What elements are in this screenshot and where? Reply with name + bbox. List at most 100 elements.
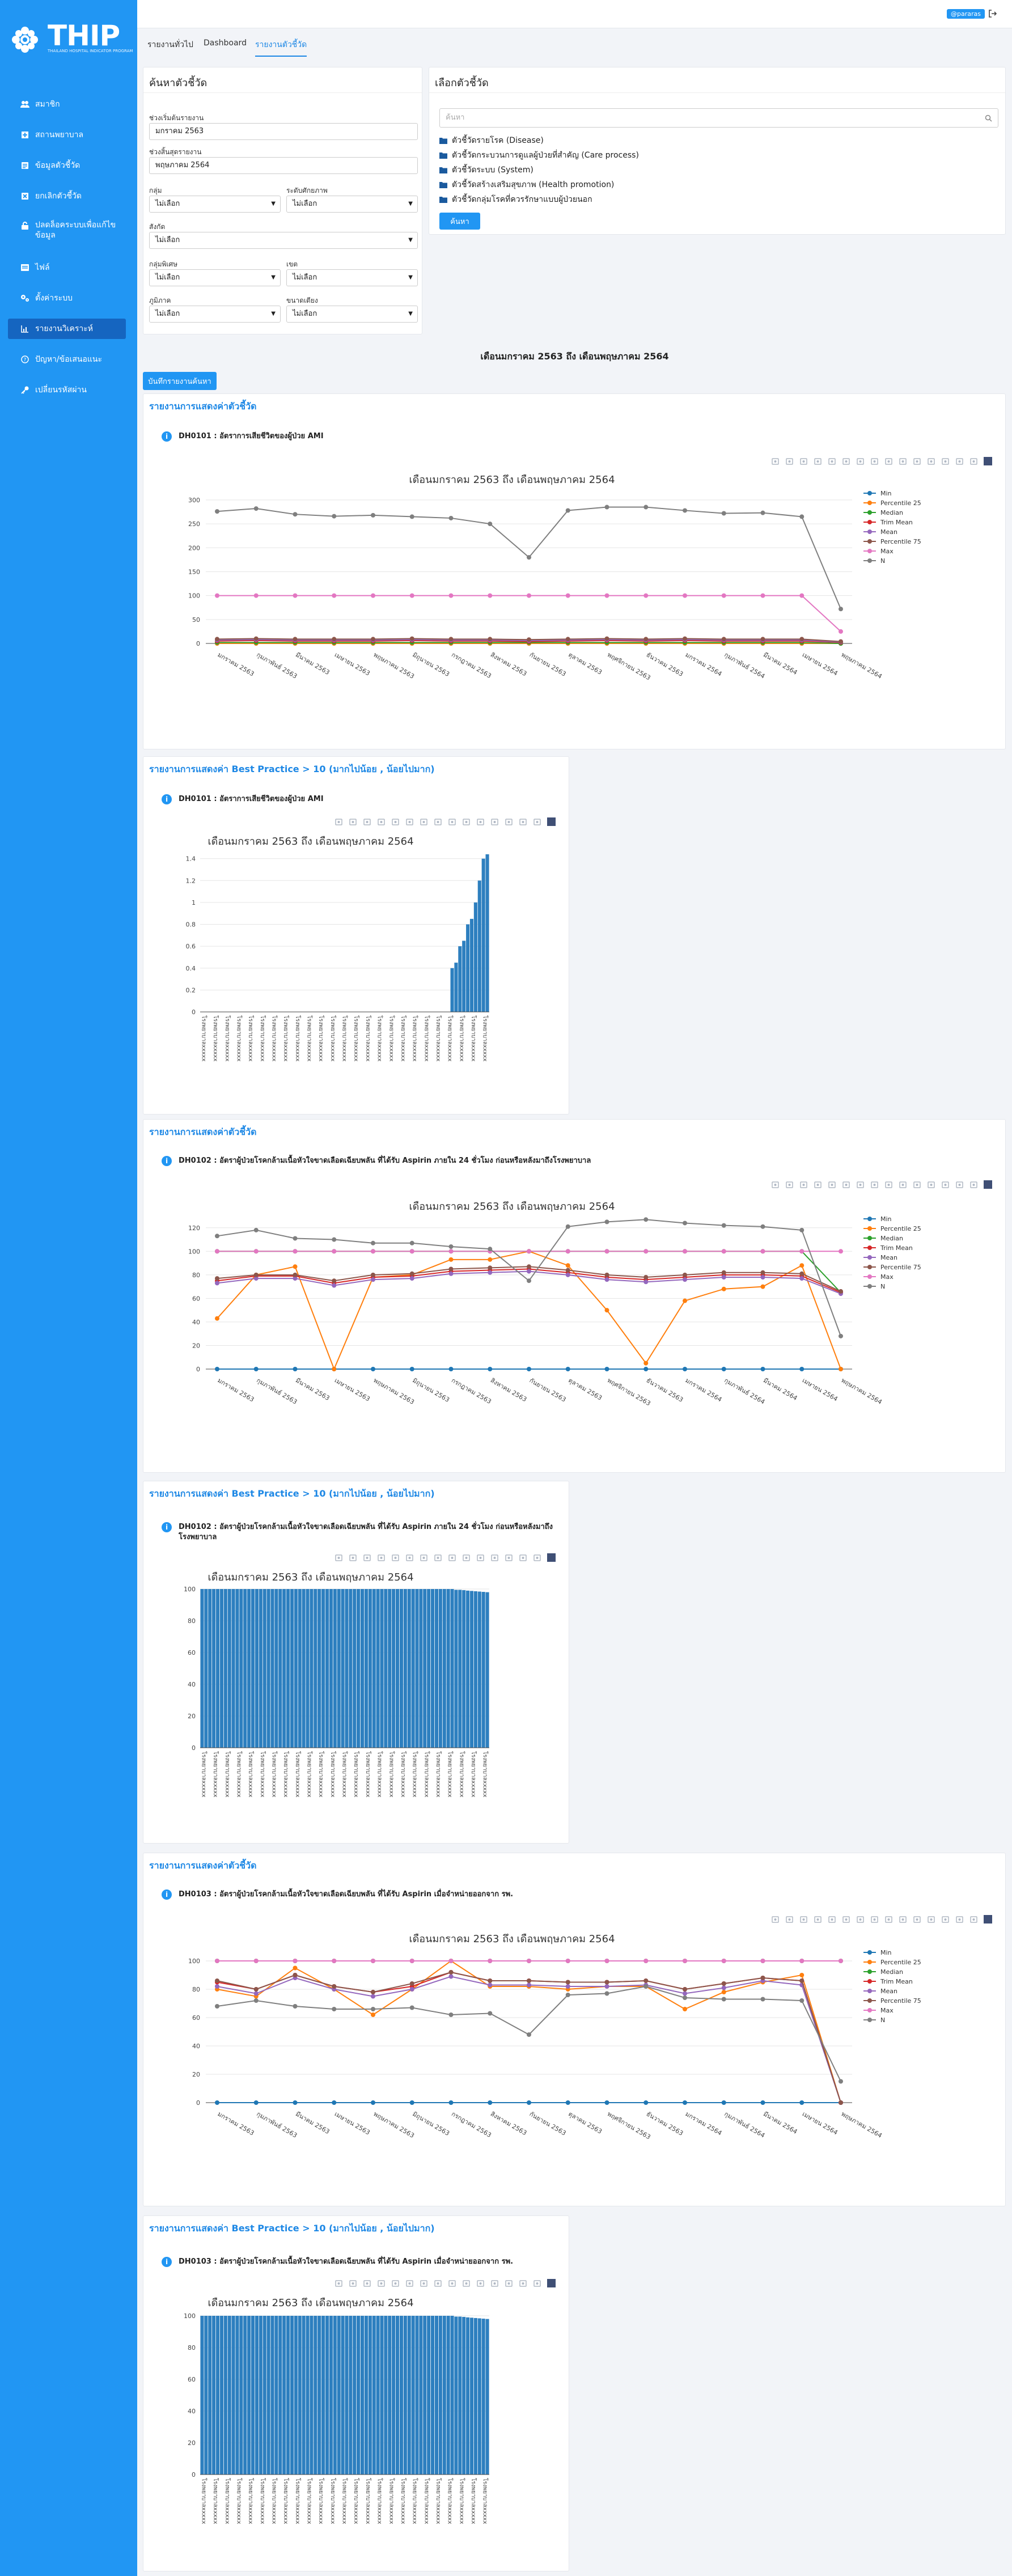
sidebar-item-settings[interactable]: ตั้งค่าระบบ xyxy=(8,288,126,308)
bar xyxy=(485,1592,489,1748)
data-point xyxy=(332,1283,337,1288)
folder-disease[interactable]: ตัวชี้วัดรายโรค (Disease) xyxy=(439,134,544,147)
x-tick-label: โรงพยาบาลxxxxx xyxy=(317,2478,325,2524)
folder-care-process[interactable]: ตัวชี้วัดกระบวนการดูแลผู้ป่วยที่สำคัญ (C… xyxy=(439,149,639,162)
bar xyxy=(212,2316,216,2475)
logout-icon[interactable] xyxy=(988,9,997,18)
plot-modebar[interactable] xyxy=(769,1180,1002,1190)
data-point xyxy=(215,2100,219,2105)
cancel-indicator-icon xyxy=(20,192,29,201)
end-period-input[interactable]: พฤษภาคม 2564 xyxy=(149,157,418,174)
box-select-icon xyxy=(814,1181,822,1188)
data-point xyxy=(448,2012,454,2017)
user-badge[interactable]: @pararas xyxy=(947,9,985,19)
bar xyxy=(223,1589,227,1748)
bar xyxy=(419,2316,423,2475)
bar xyxy=(314,1589,317,1748)
plot-modebar[interactable] xyxy=(769,456,1002,467)
data-point xyxy=(839,1289,843,1294)
plot-modebar[interactable] xyxy=(333,1553,565,1563)
bar xyxy=(282,2316,286,2475)
bar xyxy=(372,2316,376,2475)
tab-dashboard[interactable]: Dashboard xyxy=(204,39,247,48)
sidebar-item-file[interactable]: ไฟล์ xyxy=(8,257,126,278)
data-point xyxy=(215,593,219,598)
save-icon xyxy=(519,819,527,825)
bar xyxy=(353,2316,357,2475)
x-tick-label: ตุลาคม 2563 xyxy=(567,651,603,676)
x-tick-label: โรงพยาบาลxxxxx xyxy=(341,2478,349,2524)
affiliation-select[interactable]: ไม่เลือก ▼ xyxy=(149,232,418,249)
logo[interactable]: THIP THAILAND HOSPITAL INDICATOR PROGRAM xyxy=(9,19,133,59)
bar xyxy=(407,2316,411,2475)
folder-outpatient[interactable]: ตัวชี้วัดกลุ่มโรคที่ควรรักษาแบบผู้ป่วยนอ… xyxy=(439,193,592,206)
sidebar-item-cancel-indicator[interactable]: ยกเลิกตัวชี้วัด xyxy=(8,186,126,206)
tab-indicator-report[interactable]: รายงานตัวชี้วัด xyxy=(255,39,307,57)
y-tick-label: 250 xyxy=(188,520,200,528)
data-point xyxy=(448,1974,454,1979)
plot-modebar[interactable] xyxy=(333,817,565,827)
save-report-button[interactable]: บันทึกรายงานค้นหา xyxy=(143,372,217,390)
folder-health-promotion[interactable]: ตัวชี้วัดสร้างเสริมสุขภาพ (Health promot… xyxy=(439,179,614,191)
data-point xyxy=(215,1234,219,1239)
zone-select[interactable]: ไม่เลือก ▼ xyxy=(286,269,418,286)
data-point xyxy=(488,637,493,642)
sidebar-item-members[interactable]: สมาชิก xyxy=(8,94,126,115)
x-tick-label: โรงพยาบาลxxxxx xyxy=(282,1751,290,1797)
data-point xyxy=(721,1286,726,1291)
legend-label: N xyxy=(880,557,885,565)
data-point xyxy=(760,2100,765,2105)
hover-closest-icon xyxy=(913,1916,921,1923)
bar-chart: 0 20 40 60 80 100 โรงพยาบาลxxxxx โรงพยาบาลxxxxx… xyxy=(184,1586,489,1797)
level-select[interactable]: ไม่เลือก ▼ xyxy=(286,196,418,213)
x-tick-label: พฤศจิกายน 2563 xyxy=(606,2110,652,2141)
data-point xyxy=(683,1959,687,1963)
sidebar-item-hospital[interactable]: สถานพยาบาล xyxy=(8,125,126,145)
data-point xyxy=(409,1249,414,1254)
lasso-icon xyxy=(828,1181,836,1188)
x-tick-label: พฤศจิกายน 2563 xyxy=(606,1376,652,1407)
data-point xyxy=(371,2012,375,2017)
legend-label: Percentile 75 xyxy=(880,1997,921,2005)
bar xyxy=(259,1589,262,1748)
region-select[interactable]: ไม่เลือก ▼ xyxy=(149,306,281,323)
data-point xyxy=(448,1244,454,1249)
bar xyxy=(278,2316,282,2475)
special-group-select[interactable]: ไม่เลือก ▼ xyxy=(149,269,281,286)
plot-modebar[interactable] xyxy=(333,2278,565,2289)
sidebar-item-indicator-data[interactable]: ข้อมูลตัวชี้วัด xyxy=(8,155,126,176)
bar xyxy=(388,2316,392,2475)
sidebar-item-change-password[interactable]: เปลี่ยนรหัสผ่าน xyxy=(8,380,126,400)
x-tick-label: โรงพยาบาลxxxxx xyxy=(470,2478,477,2524)
indicator-search-input[interactable]: ค้นหา xyxy=(439,108,998,128)
info-icon: i xyxy=(162,431,172,442)
sidebar-item-analysis-report[interactable]: รายงานวิเคราะห์ xyxy=(8,319,126,339)
x-tick-label: โรงพยาบาลxxxxx xyxy=(412,1015,419,1061)
bar xyxy=(247,2316,251,2475)
x-tick-label: เมษายน 2564 xyxy=(801,651,839,677)
bar xyxy=(317,2316,321,2475)
level-value: ไม่เลือก xyxy=(293,200,317,208)
data-point xyxy=(604,1249,609,1254)
folder-system[interactable]: ตัวชี้วัดระบบ (System) xyxy=(439,164,533,176)
data-point xyxy=(799,1367,804,1371)
legend-marker xyxy=(867,1245,872,1250)
x-tick-label: โรงพยาบาลxxxxx xyxy=(470,1015,477,1061)
bar xyxy=(462,2316,466,2475)
tab-general-report[interactable]: รายงานทั่วไป xyxy=(147,40,193,49)
data-point xyxy=(215,509,219,514)
zoom-icon xyxy=(786,1916,793,1923)
sidebar-item-feedback[interactable]: ? ปัญหา/ข้อเสนอแนะ xyxy=(8,349,126,370)
data-point xyxy=(371,1367,375,1371)
sidebar-item-unlock[interactable]: ปลดล็อคระบบเพื่อแก้ไขข้อมูล xyxy=(8,217,126,243)
data-point xyxy=(799,1959,804,1963)
folder-label: ตัวชี้วัดกลุ่มโรคที่ควรรักษาแบบผู้ป่วยนอ… xyxy=(452,195,592,204)
search-button[interactable]: ค้นหา xyxy=(439,213,480,230)
group-select[interactable]: ไม่เลือก ▼ xyxy=(149,196,281,213)
bed-size-select[interactable]: ไม่เลือก ▼ xyxy=(286,306,418,323)
plot-modebar[interactable] xyxy=(769,1914,1002,1925)
start-period-input[interactable]: มกราคม 2563 xyxy=(149,123,418,140)
x-tick-label: พฤศจิกายน 2563 xyxy=(606,651,652,681)
edit-icon xyxy=(942,458,949,465)
legend-marker xyxy=(867,529,872,534)
